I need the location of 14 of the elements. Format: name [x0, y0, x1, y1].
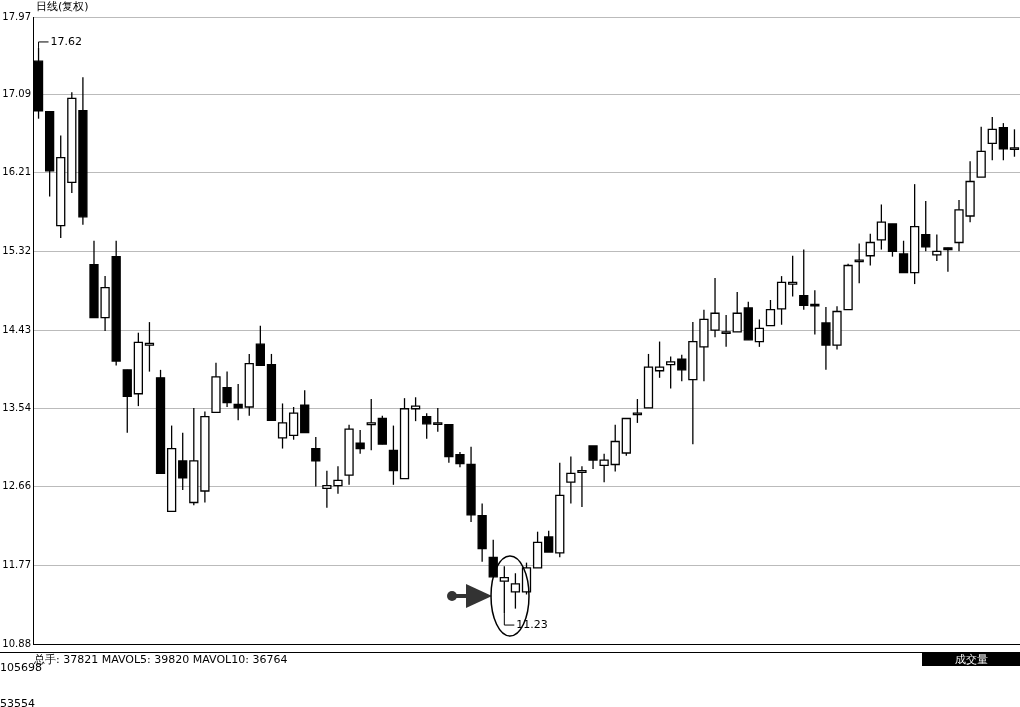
y-tick-label: 15.32	[2, 244, 31, 256]
y-tick-label: 14.43	[2, 323, 31, 335]
y-tick-label: 17.97	[2, 10, 31, 22]
y-tick-label: 12.66	[2, 480, 31, 492]
chart-title: 日线(复权)	[36, 0, 89, 13]
y-tick-label: 13.54	[2, 402, 31, 414]
y-tick-label: 16.21	[2, 166, 31, 178]
text: 53554	[0, 697, 35, 707]
annotation: 17.62	[50, 34, 83, 48]
text: 总手: 37821 MAVOL5: 39820 MAVOL10: 36764	[34, 653, 288, 666]
y-tick-label: 17.09	[2, 88, 31, 100]
text: 成交量	[922, 653, 1020, 666]
y-tick-label: 11.77	[2, 558, 31, 570]
y-tick-label: 10.88	[2, 637, 31, 649]
